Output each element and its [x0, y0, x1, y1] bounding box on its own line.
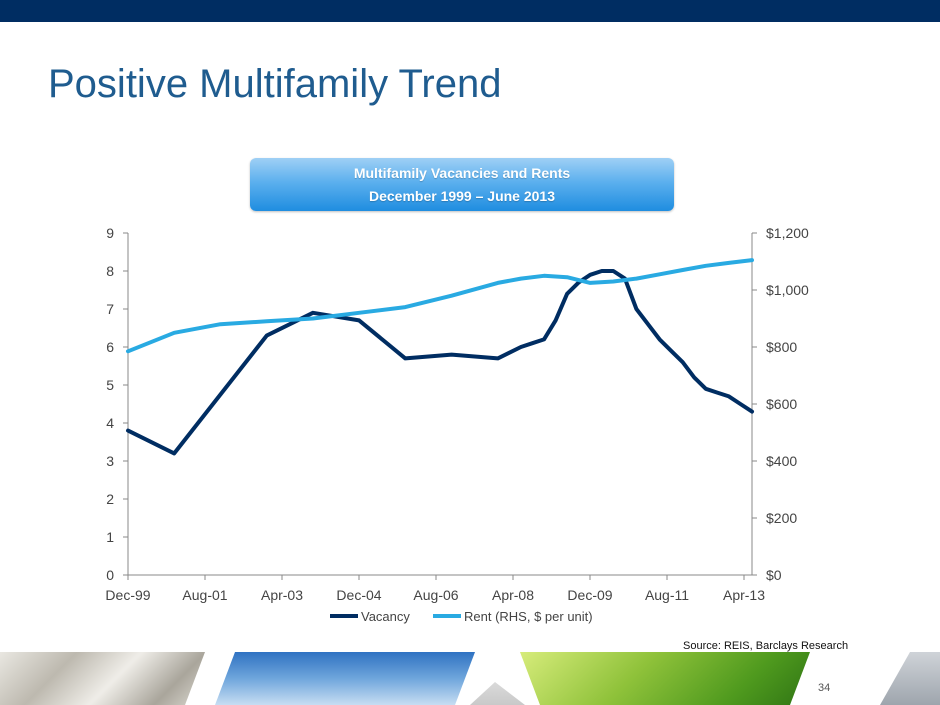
left-tick-label: 8 [106, 263, 114, 279]
left-tick-label: 5 [106, 377, 114, 393]
rent-line [126, 258, 754, 354]
right-tick-label: $1,000 [766, 282, 809, 298]
left-tick-label: 1 [106, 529, 114, 545]
x-tick-label: Dec-99 [105, 587, 150, 603]
x-tick-label: Aug-06 [413, 587, 458, 603]
left-tick-label: 7 [106, 301, 114, 317]
vacancy-rent-chart: 0 1 2 3 4 5 6 7 8 9 $0 $200 $400 $600 $800 $1,000 $1,200… [105, 225, 809, 624]
chart-series [126, 258, 754, 456]
chart-title-box: Multifamily Vacancies and Rents December… [250, 158, 674, 211]
left-tick-label: 3 [106, 453, 114, 469]
vacancy-line [126, 269, 754, 456]
slide-title: Positive Multifamily Trend [48, 62, 502, 106]
right-tick-label: $600 [766, 396, 797, 412]
x-tick-label: Aug-01 [182, 587, 227, 603]
sky-photo [215, 652, 475, 705]
right-tick-label: $400 [766, 453, 797, 469]
left-tick-label: 6 [106, 339, 114, 355]
legend-rent-label: Rent (RHS, $ per unit) [464, 609, 593, 624]
chart-subtitle: December 1999 – June 2013 [368, 188, 555, 204]
x-tick-label: Dec-09 [567, 587, 612, 603]
left-tick-label: 0 [106, 567, 114, 583]
x-tick-label: Dec-04 [336, 587, 381, 603]
left-tick-label: 9 [106, 225, 114, 241]
x-tick-label: Apr-13 [723, 587, 765, 603]
page-number: 34 [818, 682, 831, 694]
chart-axes: 0 1 2 3 4 5 6 7 8 9 $0 $200 $400 $600 $800 $1,000 $1,200… [105, 225, 809, 603]
top-bar [0, 0, 940, 22]
grey-photo [470, 682, 525, 705]
right-tick-label: $200 [766, 510, 797, 526]
corner-shade [880, 652, 940, 705]
legend-vacancy-label: Vacancy [361, 609, 410, 624]
source-note: Source: REIS, Barclays Research [683, 640, 849, 652]
x-tick-label: Apr-03 [261, 587, 303, 603]
leaf-photo [520, 652, 810, 705]
right-tick-label: $800 [766, 339, 797, 355]
chart-legend: Vacancy Rent (RHS, $ per unit) [330, 609, 593, 624]
x-tick-label: Aug-11 [645, 587, 689, 603]
rope-photo [0, 652, 205, 705]
right-tick-label: $0 [766, 567, 782, 583]
left-tick-label: 2 [106, 491, 114, 507]
right-tick-label: $1,200 [766, 225, 809, 241]
left-tick-label: 4 [106, 415, 114, 431]
chart-title: Multifamily Vacancies and Rents [353, 165, 571, 181]
x-tick-label: Apr-08 [492, 587, 534, 603]
